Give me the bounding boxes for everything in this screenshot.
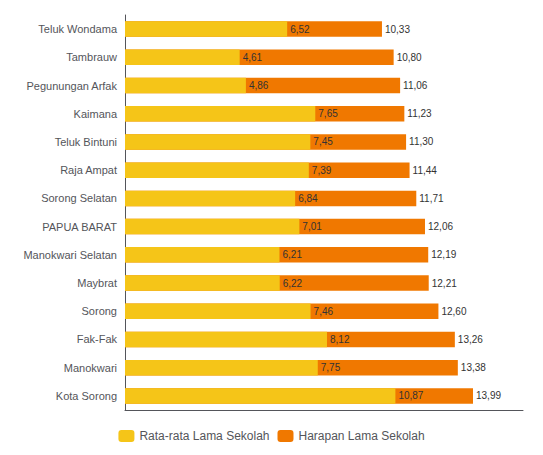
svg-text:Manokwari: Manokwari: [64, 362, 117, 374]
svg-text:7,75: 7,75: [321, 362, 341, 373]
svg-text:Maybrat: Maybrat: [77, 277, 117, 289]
svg-text:4,61: 4,61: [243, 52, 263, 63]
svg-text:Tambrauw: Tambrauw: [66, 51, 117, 63]
svg-text:11,44: 11,44: [413, 165, 438, 176]
svg-text:4,86: 4,86: [249, 80, 269, 91]
svg-text:11,71: 11,71: [419, 193, 444, 204]
svg-text:Raja Ampat: Raja Ampat: [60, 164, 117, 176]
svg-text:Harapan Lama Sekolah: Harapan Lama Sekolah: [298, 429, 424, 443]
svg-text:13,99: 13,99: [476, 390, 501, 401]
svg-text:12,21: 12,21: [432, 278, 457, 289]
svg-text:Teluk Wondama: Teluk Wondama: [38, 23, 118, 35]
svg-text:6,84: 6,84: [298, 193, 318, 204]
svg-text:6,52: 6,52: [290, 24, 310, 35]
svg-text:13,26: 13,26: [458, 334, 483, 345]
svg-text:8,12: 8,12: [330, 334, 350, 345]
svg-text:Sorong Selatan: Sorong Selatan: [41, 192, 117, 204]
svg-text:12,06: 12,06: [428, 221, 453, 232]
svg-text:Kaimana: Kaimana: [74, 108, 118, 120]
svg-text:Kota Sorong: Kota Sorong: [56, 390, 117, 402]
svg-text:7,65: 7,65: [318, 108, 338, 119]
svg-text:12,60: 12,60: [441, 306, 466, 317]
svg-text:11,06: 11,06: [403, 80, 428, 91]
svg-text:Fak-Fak: Fak-Fak: [77, 333, 118, 345]
svg-text:Teluk Bintuni: Teluk Bintuni: [55, 136, 117, 148]
svg-text:11,23: 11,23: [407, 108, 432, 119]
svg-text:PAPUA BARAT: PAPUA BARAT: [42, 221, 117, 233]
svg-text:Pegunungan Arfak: Pegunungan Arfak: [26, 80, 117, 92]
svg-text:10,80: 10,80: [397, 52, 422, 63]
svg-text:10,33: 10,33: [385, 24, 410, 35]
svg-text:7,46: 7,46: [314, 306, 334, 317]
svg-text:7,39: 7,39: [312, 165, 332, 176]
svg-text:7,45: 7,45: [313, 136, 333, 147]
svg-text:Sorong: Sorong: [82, 305, 117, 317]
svg-text:12,19: 12,19: [431, 249, 456, 260]
svg-text:Manokwari Selatan: Manokwari Selatan: [23, 249, 117, 261]
svg-text:6,21: 6,21: [282, 249, 302, 260]
svg-text:6,22: 6,22: [283, 278, 303, 289]
svg-text:Rata-rata Lama Sekolah: Rata-rata Lama Sekolah: [139, 429, 269, 443]
svg-text:7,01: 7,01: [302, 221, 322, 232]
svg-text:10,87: 10,87: [398, 390, 423, 401]
svg-text:13,38: 13,38: [461, 362, 486, 373]
svg-text:11,30: 11,30: [409, 136, 434, 147]
